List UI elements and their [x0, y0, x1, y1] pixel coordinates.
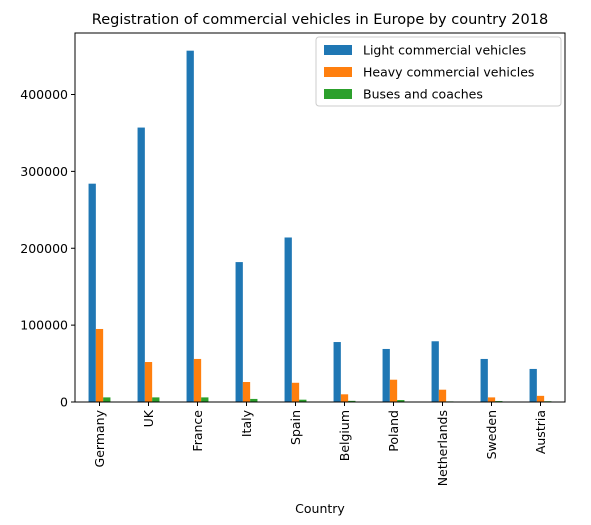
legend-swatch	[324, 89, 352, 99]
x-axis: Germany UK France Italy Spain Belgium Poland Ne…	[92, 402, 548, 486]
y-axis: 0 100000 200000 300000 400000	[20, 87, 75, 410]
bar	[389, 379, 398, 402]
bar	[348, 400, 356, 402]
bar	[95, 328, 104, 402]
bar	[397, 400, 405, 402]
x-tick-label: Poland	[386, 410, 401, 452]
x-tick-label: Sweden	[484, 410, 499, 459]
bar	[193, 358, 202, 402]
bar	[382, 348, 390, 402]
y-tick-label: 0	[60, 395, 68, 410]
bar	[333, 342, 341, 402]
bar	[88, 183, 96, 402]
legend: Light commercial vehicles Heavy commercia…	[315, 36, 562, 107]
bar	[235, 262, 243, 402]
bar	[291, 382, 300, 402]
bar	[487, 397, 496, 402]
bar	[480, 358, 488, 402]
y-tick-label: 100000	[20, 318, 68, 333]
x-axis-label: Country	[295, 501, 345, 516]
bar	[284, 237, 292, 402]
y-tick-label: 300000	[20, 164, 68, 179]
chart-title: Registration of commercial vehicles in E…	[92, 12, 548, 28]
x-tick-label: UK	[141, 409, 156, 427]
x-tick-label: Germany	[92, 409, 107, 467]
legend-label: Heavy commercial vehicles	[363, 65, 534, 80]
legend-swatch	[324, 67, 352, 77]
bar	[152, 397, 160, 402]
legend-label: Light commercial vehicles	[363, 43, 526, 58]
bar	[438, 389, 447, 402]
bar	[299, 399, 307, 402]
legend-swatch	[324, 45, 352, 55]
bar	[137, 127, 145, 402]
bar	[103, 397, 111, 402]
x-tick-label: Austria	[533, 410, 548, 454]
bar	[144, 362, 153, 402]
bar	[201, 397, 209, 402]
bars-group	[88, 50, 552, 403]
bar	[242, 382, 251, 402]
bar	[250, 398, 258, 402]
y-tick-label: 400000	[20, 87, 68, 102]
x-tick-label: France	[190, 410, 205, 452]
legend-label: Buses and coaches	[363, 87, 483, 102]
legend-frame	[315, 36, 562, 107]
bar	[529, 368, 537, 402]
bar	[536, 395, 545, 402]
bar	[431, 341, 439, 402]
x-tick-label: Spain	[288, 410, 303, 445]
x-tick-label: Belgium	[337, 410, 352, 461]
x-tick-label: Italy	[239, 409, 254, 437]
x-tick-label: Netherlands	[435, 410, 450, 486]
plot-frame	[74, 32, 566, 403]
bar	[340, 394, 349, 402]
y-tick-label: 200000	[20, 241, 68, 256]
bar	[186, 50, 194, 403]
